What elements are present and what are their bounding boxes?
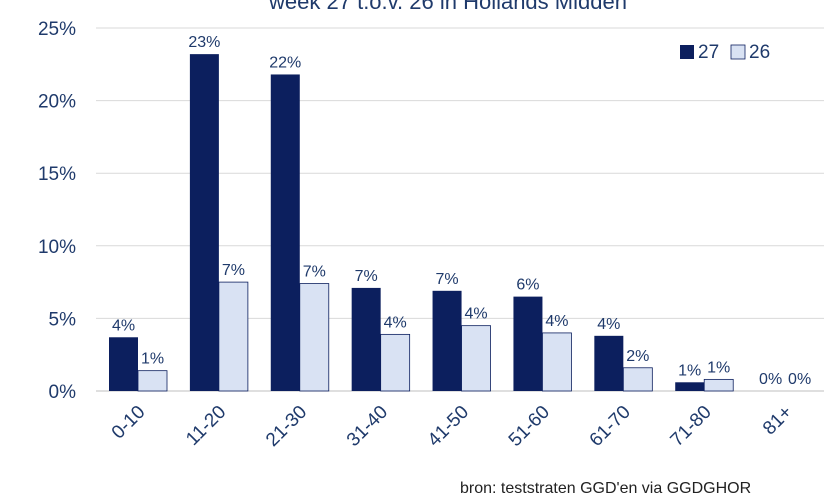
data-label: 1% xyxy=(707,359,730,376)
data-label: 4% xyxy=(545,313,568,330)
data-label: 7% xyxy=(222,262,245,279)
data-label: 4% xyxy=(597,316,620,333)
bar-series-27 xyxy=(432,290,462,391)
x-tick-label: 31-40 xyxy=(343,402,392,451)
bar-series-27 xyxy=(189,54,219,392)
bar-series-26 xyxy=(380,333,411,392)
data-label: 22% xyxy=(269,54,301,71)
data-label: 4% xyxy=(112,317,135,334)
x-tick-label: 0-10 xyxy=(108,402,150,444)
data-label: 0% xyxy=(759,371,782,388)
data-label: 2% xyxy=(626,348,649,365)
y-tick-label: 20% xyxy=(38,92,76,113)
y-tick-label: 15% xyxy=(38,164,76,185)
bars xyxy=(109,54,734,392)
bar-series-26 xyxy=(622,367,653,392)
y-tick-label: 5% xyxy=(49,309,77,330)
x-tick-label: 11-20 xyxy=(182,402,230,450)
legend-label: 26 xyxy=(749,42,770,63)
bar-series-27 xyxy=(109,337,138,391)
legend-swatch xyxy=(730,44,746,60)
y-tick-label: 0% xyxy=(49,382,77,403)
bar-series-26 xyxy=(461,325,491,392)
bar-series-27 xyxy=(675,382,705,391)
x-tick-label: 51-60 xyxy=(505,402,554,451)
legend-swatch xyxy=(680,45,694,59)
x-tick-label: 41-50 xyxy=(424,402,473,451)
data-label: 1% xyxy=(678,362,701,379)
data-label: 6% xyxy=(516,277,539,294)
bar-series-26 xyxy=(218,281,249,392)
data-label: 7% xyxy=(355,268,378,285)
data-label: 4% xyxy=(384,314,407,331)
data-label: 4% xyxy=(464,306,487,323)
x-tick-label: 21-30 xyxy=(262,402,311,451)
y-axis: 0% 5% 10% 15% 20% 25% xyxy=(38,19,76,403)
x-tick-label: 81+ xyxy=(759,402,797,440)
bar-series-26 xyxy=(137,370,168,392)
y-tick-label: 25% xyxy=(38,19,76,40)
x-axis: 0-10 11-20 21-30 31-40 41-50 51-60 61-70 71-80 8… xyxy=(108,402,797,451)
data-label: 7% xyxy=(303,264,326,281)
bar-series-26 xyxy=(703,378,734,392)
bar-series-26 xyxy=(299,283,330,392)
source-note: bron: teststraten GGD'en via GGDGHOR xyxy=(460,480,751,493)
chart-title: week 27 t.o.v. 26 in Hollands Midden xyxy=(268,0,627,14)
bar-series-27 xyxy=(594,335,624,391)
bar-series-27 xyxy=(513,296,543,391)
data-label: 7% xyxy=(435,271,458,288)
legend-label: 27 xyxy=(698,42,719,63)
x-tick-label: 71-80 xyxy=(667,402,716,451)
data-label: 23% xyxy=(188,34,220,51)
data-labels: 4% 1% 23% 7% 22% 7% 7% 4% 7% 4% 6% 4% 4% 2% 1% 1% 0% 0% xyxy=(112,34,811,388)
bar-series-27 xyxy=(351,287,381,391)
x-tick-label: 61-70 xyxy=(586,402,635,451)
data-label: 1% xyxy=(141,351,164,368)
bar-series-26 xyxy=(542,332,572,392)
bar-series-27 xyxy=(270,74,300,392)
y-tick-label: 10% xyxy=(38,237,76,258)
data-label: 0% xyxy=(788,371,811,388)
legend: 27 26 xyxy=(680,42,770,63)
